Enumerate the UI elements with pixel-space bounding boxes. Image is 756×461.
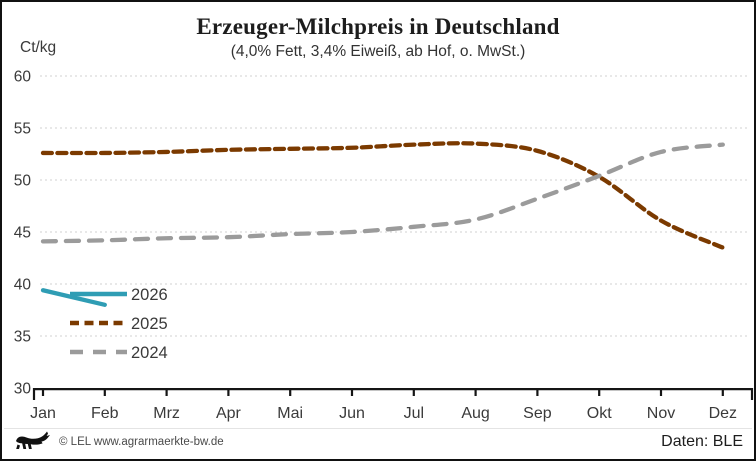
x-tick-label: Mai — [277, 405, 303, 422]
y-tick-label: 45 — [14, 225, 31, 242]
x-tick-label: Jan — [30, 405, 56, 422]
x-tick-label: Jun — [339, 405, 365, 422]
x-tick-label: Sep — [523, 405, 552, 422]
chart-subtitle: (4,0% Fett, 3,4% Eiweiß, ab Hof, o. MwSt… — [230, 43, 526, 60]
legend-label-2026: 2026 — [131, 286, 168, 304]
series-line-2026 — [40, 288, 107, 307]
legend-label-2024: 2024 — [131, 344, 168, 362]
data-source-label: Daten: BLE — [661, 433, 743, 450]
x-tick-label: Jul — [404, 405, 424, 422]
x-tick-label: Okt — [587, 405, 612, 422]
footer-divider — [4, 428, 752, 429]
x-tick-label: Nov — [647, 405, 675, 422]
series-line-2024 — [40, 142, 725, 244]
y-tick-label: 40 — [14, 277, 32, 294]
y-tick-label: 50 — [14, 173, 32, 190]
x-tick-label: Aug — [461, 405, 489, 422]
y-tick-label: 30 — [14, 381, 32, 398]
x-tick-label: Mrz — [153, 405, 180, 422]
bw-lion-logo — [16, 431, 50, 449]
x-tick-label: Feb — [91, 405, 119, 422]
milk-price-line-chart: 30 35 40 45 50 55 60 Jan Feb Mrz Apr Mai Jun Jul Aug Se… — [14, 69, 754, 422]
y-tick-label: 60 — [14, 69, 32, 86]
series-line-2025 — [40, 141, 725, 250]
footer-left: © LEL www.agrarmaerkte-bw.de — [14, 431, 224, 453]
chart-header: Erzeuger-Milchpreis in Deutschland (4,0%… — [2, 14, 754, 61]
y-tick-label: 55 — [14, 121, 31, 138]
copyright-text: © LEL www.agrarmaerkte-bw.de — [59, 436, 224, 448]
y-axis-unit-label: Ct/kg — [20, 39, 57, 56]
x-tick-label: Apr — [216, 405, 242, 422]
x-tick-label: Dez — [709, 405, 737, 422]
chart-title: Erzeuger-Milchpreis in Deutschland — [196, 14, 560, 39]
y-tick-label: 35 — [14, 329, 31, 346]
legend-label-2025: 2025 — [131, 315, 168, 333]
